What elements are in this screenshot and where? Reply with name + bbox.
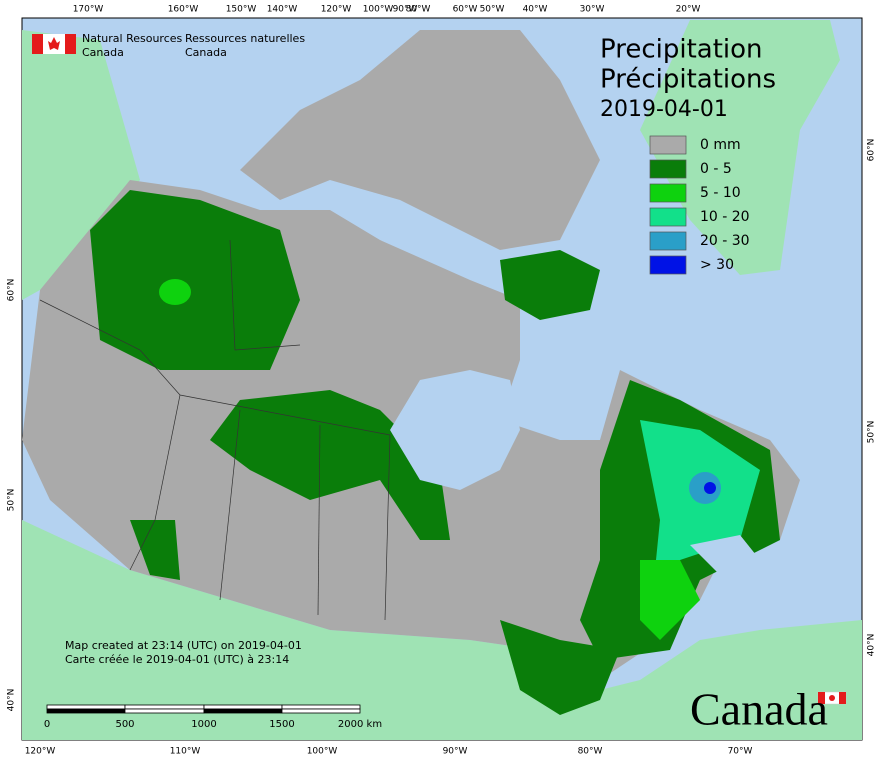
date: 2019-04-01 — [600, 97, 728, 122]
graticule-label: 60°W — [453, 5, 478, 15]
graticule-label: 60°N — [7, 279, 17, 302]
graticule-label: 120°W — [321, 5, 352, 15]
flag-leaf — [48, 37, 60, 50]
border — [129, 394, 181, 571]
legend-label: 0 - 5 — [700, 161, 732, 177]
graticule-label: 50°N — [7, 489, 17, 512]
hudson-bay — [390, 370, 520, 490]
graticule-label: 30°W — [580, 5, 605, 15]
graticule-label: 80°W — [406, 5, 431, 15]
border — [317, 424, 321, 616]
border — [229, 239, 301, 351]
agency-name: Canada — [185, 46, 227, 59]
flag-bar — [818, 692, 825, 704]
scale-label: 1000 — [191, 719, 216, 730]
graticule-label: 40°N — [867, 634, 877, 657]
border — [219, 409, 241, 601]
graticule-label: 70°W — [728, 747, 753, 757]
wettest-core — [704, 482, 716, 494]
graticule-label: 120°W — [25, 747, 56, 757]
scale-segment — [46, 704, 126, 710]
scale-segment — [281, 704, 361, 710]
flag-leaf — [829, 695, 835, 701]
border — [384, 434, 391, 621]
flag-bar — [65, 34, 76, 54]
map-note: Carte créée le 2019-04-01 (UTC) à 23:14 — [65, 653, 289, 666]
legend-label: 0 mm — [700, 137, 741, 153]
legend-swatch — [649, 255, 687, 275]
scale-segment — [124, 708, 205, 714]
ontario-green — [500, 620, 620, 715]
title: Precipitation — [600, 35, 763, 65]
graticule-label: 160°W — [168, 5, 199, 15]
legend-label: 5 - 10 — [700, 185, 741, 201]
legend-swatch — [649, 135, 687, 155]
graticule-label: 50°N — [867, 421, 877, 444]
arctic-islands — [240, 30, 600, 250]
title: Précipitations — [600, 65, 776, 95]
graticule-label: 80°W — [578, 747, 603, 757]
graticule-label: 50°W — [480, 5, 505, 15]
map-note: Map created at 23:14 (UTC) on 2019-04-01 — [65, 639, 302, 652]
graticule-label: 140°W — [267, 5, 298, 15]
alaska — [22, 30, 140, 300]
scale-segment — [203, 704, 283, 710]
border — [39, 299, 391, 436]
scale-segment — [124, 704, 205, 710]
flag-bar — [839, 692, 846, 704]
greenland — [640, 20, 840, 275]
graticule-label: 40°N — [7, 689, 17, 712]
scale-label: 1500 — [269, 719, 294, 730]
west-green — [90, 190, 300, 370]
legend-label: > 30 — [700, 257, 734, 273]
graticule-label: 100°W — [307, 747, 338, 757]
graticule-label: 110°W — [170, 747, 201, 757]
graticule-label: 150°W — [226, 5, 257, 15]
legend-swatch — [649, 207, 687, 227]
scale-segment — [281, 708, 361, 714]
legend-swatch — [649, 159, 687, 179]
graticule-label: 170°W — [73, 5, 104, 15]
graticule-label: 90°W — [443, 747, 468, 757]
baffin-green — [500, 250, 600, 320]
scale-label: 500 — [115, 719, 134, 730]
scale-segment — [46, 708, 126, 714]
legend-label: 20 - 30 — [700, 233, 750, 249]
usa — [22, 520, 862, 740]
graticule-label: 20°W — [676, 5, 701, 15]
bc-green — [130, 520, 180, 580]
graticule-label: 60°N — [867, 139, 877, 162]
agency-name: Ressources naturelles — [185, 32, 305, 45]
east-light — [640, 560, 700, 640]
legend-swatch — [649, 231, 687, 251]
graticule-label: 40°W — [523, 5, 548, 15]
graticule-label: 90°W — [393, 5, 418, 15]
flag-bar — [32, 34, 43, 54]
central-green — [210, 390, 450, 540]
map: Canada Precipitation Précipitations 2019… — [21, 17, 863, 741]
agency-name: Natural Resources — [82, 32, 183, 45]
graticule-label: 100°W — [363, 5, 394, 15]
west-light — [159, 279, 191, 305]
scale-segment — [203, 708, 283, 714]
legend-label: 10 - 20 — [700, 209, 750, 225]
legend-swatch — [649, 183, 687, 203]
agency-name: Canada — [82, 46, 124, 59]
wordmark: Canada — [690, 684, 828, 735]
scale-label: 2000 km — [338, 719, 382, 730]
scale-label: 0 — [44, 719, 50, 730]
gulf — [690, 535, 760, 575]
